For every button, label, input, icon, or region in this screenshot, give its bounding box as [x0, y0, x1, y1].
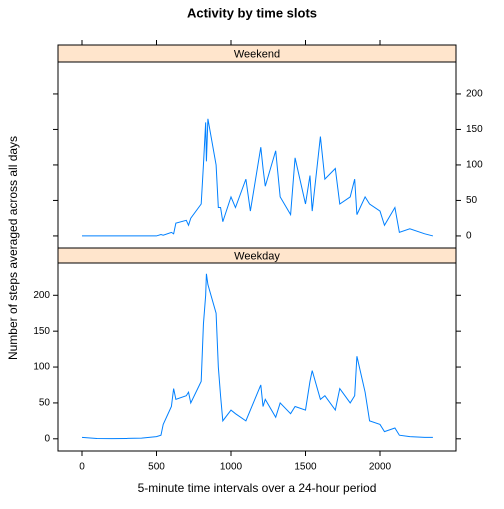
y-tick-label: 50: [39, 398, 51, 409]
x-tick-label: 2000: [369, 462, 392, 473]
y-tick-label: 0: [466, 231, 472, 242]
y-tick-label: 100: [466, 160, 483, 171]
y-tick-label: 150: [33, 326, 50, 337]
y-tick-label: 50: [466, 195, 478, 206]
y-tick-label: 150: [466, 124, 483, 135]
x-tick-label: 1000: [220, 462, 243, 473]
panel: [57, 262, 457, 452]
x-tick-label: 1500: [294, 462, 317, 473]
y-tick-label: 200: [33, 290, 50, 301]
panel: [57, 61, 457, 249]
x-tick-label: 500: [148, 462, 165, 473]
y-tick-label: 0: [44, 433, 50, 444]
strip-label: Weekend: [234, 48, 280, 60]
line: [81, 118, 434, 237]
y-tick-label: 100: [33, 362, 50, 373]
y-axis-label: Number of steps averaged across all days: [6, 136, 20, 360]
x-axis-label: 5-minute time intervals over a 24-hour p…: [138, 481, 377, 495]
chart-title: Activity by time slots: [187, 5, 317, 20]
y-tick-label: 200: [466, 89, 483, 100]
line: [81, 273, 433, 440]
strip-label: Weekday: [234, 250, 280, 262]
x-tick-label: 0: [79, 462, 85, 473]
